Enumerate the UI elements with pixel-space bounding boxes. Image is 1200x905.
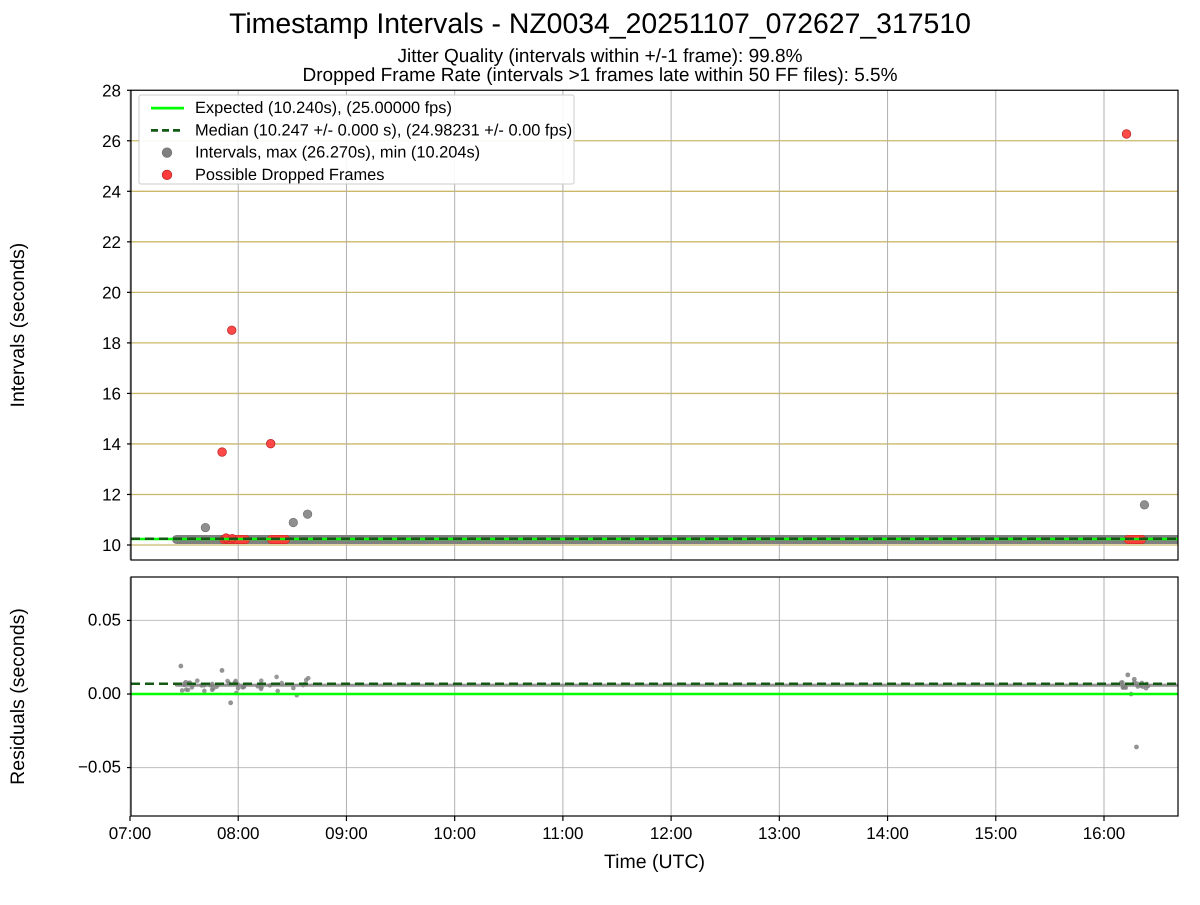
svg-text:Jitter Quality (intervals with: Jitter Quality (intervals within +/-1 fr… bbox=[398, 46, 803, 67]
svg-text:Timestamp Intervals - NZ0034_2: Timestamp Intervals - NZ0034_20251107_07… bbox=[229, 8, 971, 40]
svg-text:Median (10.247 +/- 0.000 s), (: Median (10.247 +/- 0.000 s), (24.98231 +… bbox=[195, 121, 572, 139]
svg-text:Possible Dropped Frames: Possible Dropped Frames bbox=[195, 166, 385, 184]
svg-text:10:00: 10:00 bbox=[433, 824, 476, 843]
svg-text:09:00: 09:00 bbox=[325, 824, 368, 843]
svg-text:08:00: 08:00 bbox=[217, 824, 260, 843]
svg-text:14:00: 14:00 bbox=[866, 824, 909, 843]
svg-text:07:00: 07:00 bbox=[109, 824, 152, 843]
svg-text:Time (UTC): Time (UTC) bbox=[604, 851, 705, 873]
svg-text:28: 28 bbox=[102, 81, 121, 100]
svg-text:22: 22 bbox=[102, 233, 121, 252]
svg-text:18: 18 bbox=[102, 334, 121, 353]
svg-text:Expected (10.240s), (25.00000: Expected (10.240s), (25.00000 fps) bbox=[195, 99, 452, 117]
svg-text:Intervals (seconds): Intervals (seconds) bbox=[7, 243, 29, 408]
svg-text:15:00: 15:00 bbox=[975, 824, 1018, 843]
svg-text:12:00: 12:00 bbox=[650, 824, 693, 843]
svg-text:24: 24 bbox=[102, 182, 121, 201]
svg-text:Residuals (seconds): Residuals (seconds) bbox=[7, 608, 29, 785]
svg-text:Intervals, max (26.270s), min: Intervals, max (26.270s), min (10.204s) bbox=[195, 144, 480, 162]
svg-text:Dropped Frame Rate (intervals: Dropped Frame Rate (intervals >1 frames … bbox=[302, 65, 897, 86]
svg-text:12: 12 bbox=[102, 485, 121, 504]
svg-text:16:00: 16:00 bbox=[1083, 824, 1126, 843]
svg-text:0.05: 0.05 bbox=[88, 610, 121, 629]
svg-text:−0.05: −0.05 bbox=[78, 758, 121, 777]
svg-text:11:00: 11:00 bbox=[542, 824, 583, 843]
svg-text:14: 14 bbox=[102, 435, 121, 454]
svg-text:20: 20 bbox=[102, 283, 121, 302]
svg-text:16: 16 bbox=[102, 384, 121, 403]
svg-text:10: 10 bbox=[102, 536, 121, 555]
svg-text:26: 26 bbox=[102, 132, 121, 151]
svg-text:0.00: 0.00 bbox=[88, 684, 121, 703]
svg-text:13:00: 13:00 bbox=[758, 824, 801, 843]
